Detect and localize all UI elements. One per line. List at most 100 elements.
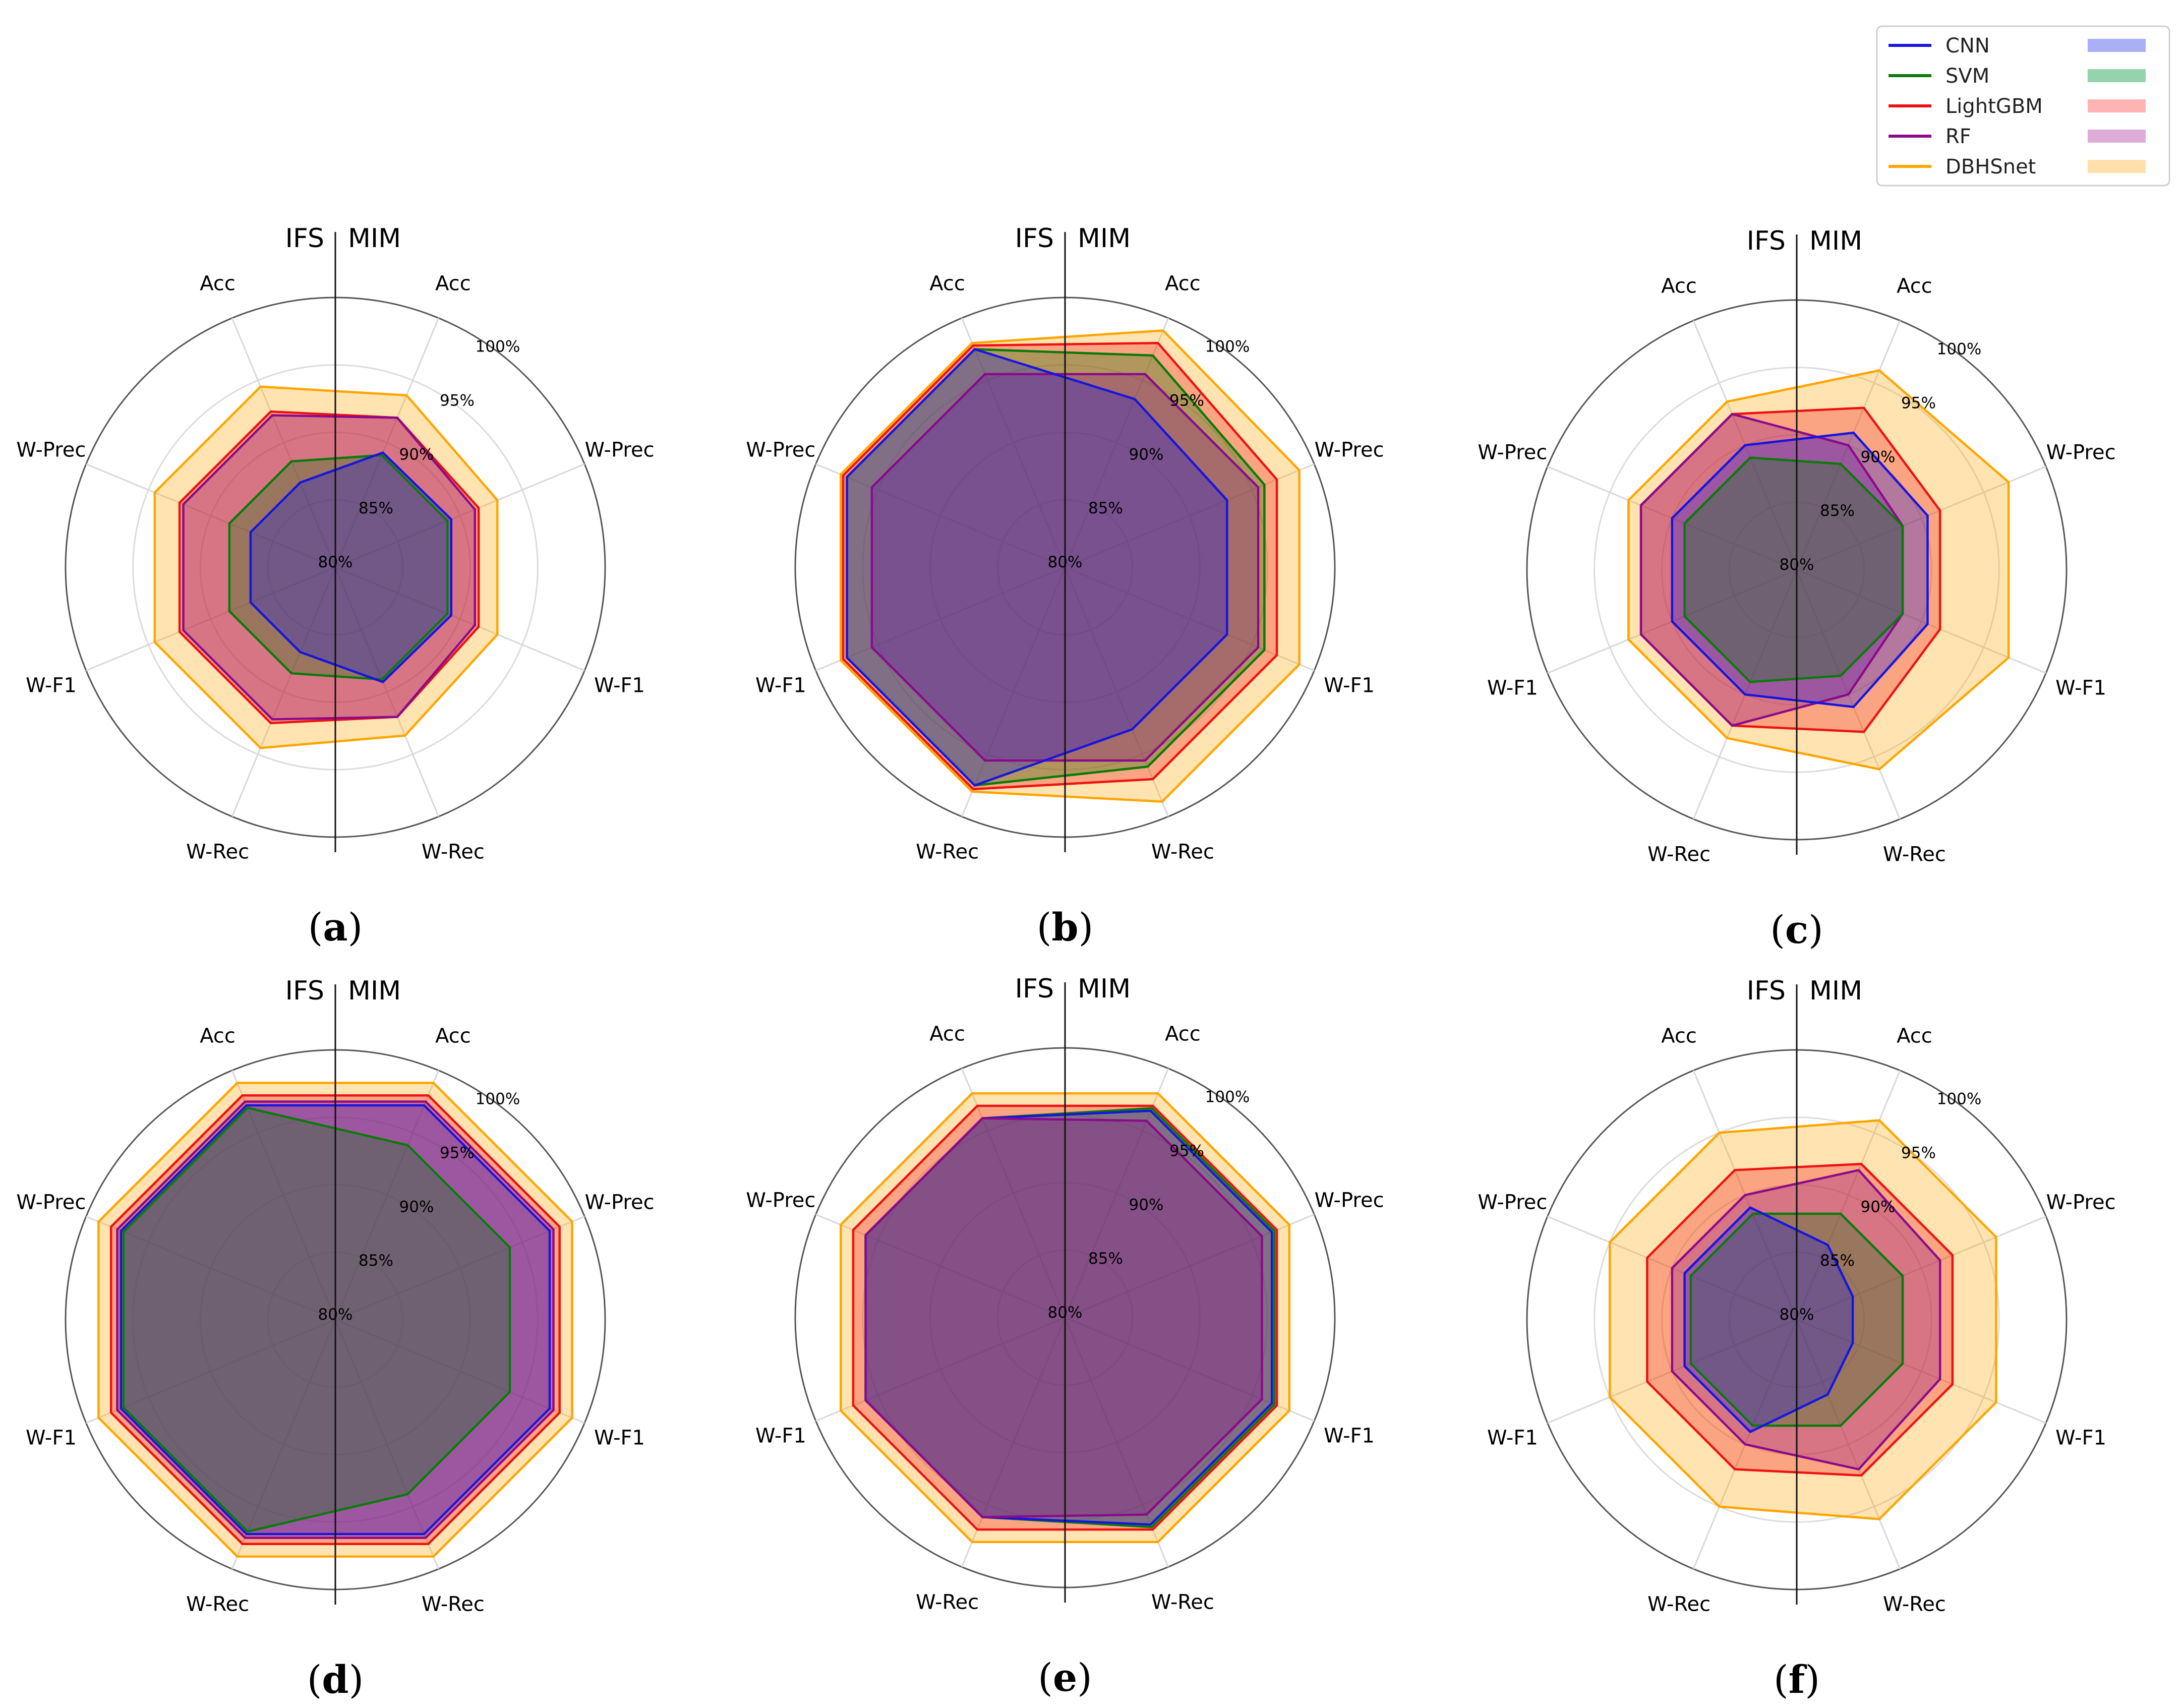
legend-label-cnn: CNN bbox=[1945, 34, 1990, 57]
series-fill-cnn bbox=[1672, 433, 1928, 707]
radial-tick-label: 80% bbox=[318, 1306, 353, 1324]
header-ifs-label: IFS bbox=[285, 223, 324, 254]
legend-label-dbhsnet: DBHSnet bbox=[1945, 155, 2036, 179]
spoke bbox=[335, 1215, 585, 1321]
panel-caption: (a) bbox=[308, 905, 363, 950]
axis-label: Acc bbox=[1165, 272, 1201, 295]
spoke bbox=[231, 1319, 336, 1569]
panel-caption-letter: c bbox=[1785, 907, 1808, 952]
series-fill-svm bbox=[229, 455, 448, 680]
radial-tick-label: 80% bbox=[1048, 553, 1083, 571]
axis-label: W-F1 bbox=[26, 674, 77, 697]
spoke bbox=[86, 566, 336, 672]
radar-panel-d: 80% 85% 90% 95% 100% Acc W-Prec W-F1 W-Rec W-Rec W… bbox=[16, 976, 654, 1702]
radial-tick-label: 80% bbox=[1780, 556, 1814, 574]
legend-label-lightgbm: LightGBM bbox=[1945, 95, 2043, 118]
radial-tick-label: 90% bbox=[1129, 445, 1164, 463]
spoke bbox=[1064, 567, 1169, 817]
radial-tick-label: 100% bbox=[1937, 340, 1982, 359]
axis-label: Acc bbox=[435, 272, 471, 295]
axis-label: Acc bbox=[200, 1024, 235, 1047]
spoke bbox=[335, 566, 585, 672]
series-fill-rf bbox=[183, 415, 475, 720]
axis-label: W-Prec bbox=[1315, 439, 1384, 462]
radial-tick-label: 85% bbox=[359, 1252, 393, 1270]
spoke bbox=[815, 1317, 1066, 1422]
radial-tick-label: 90% bbox=[1129, 1196, 1164, 1214]
series-fill-svm bbox=[847, 349, 1265, 786]
panel-caption: (d) bbox=[307, 1657, 364, 1702]
axis-label: W-Prec bbox=[1478, 1191, 1547, 1214]
radar-panel-c: 80% 85% 90% 95% 100% Acc W-Prec W-F1 W-Rec W-Rec W… bbox=[1478, 226, 2115, 952]
axis-label: W-F1 bbox=[755, 1424, 806, 1447]
header-mim-label: MIM bbox=[348, 976, 401, 1006]
spoke bbox=[1796, 1319, 2046, 1424]
radial-tick-label: 85% bbox=[1820, 502, 1855, 520]
axis-label: W-Rec bbox=[186, 841, 249, 864]
spoke bbox=[1064, 318, 1169, 568]
axis-label: W-Rec bbox=[1883, 1593, 1946, 1616]
axis-label: W-F1 bbox=[2055, 676, 2106, 699]
axis-label: Acc bbox=[1897, 274, 1932, 298]
axis-label: Acc bbox=[1165, 1022, 1201, 1045]
panel-caption-letter: b bbox=[1051, 905, 1078, 950]
axis-label: W-Prec bbox=[16, 1191, 86, 1214]
radar-panel-f: 80% 85% 90% 95% 100% Acc W-Prec W-F1 W-Rec W-Rec W… bbox=[1478, 976, 2115, 1702]
axis-label: W-Rec bbox=[1151, 841, 1214, 864]
series-fill-dbhsnet bbox=[154, 386, 498, 748]
axis-label: W-F1 bbox=[2055, 1426, 2106, 1449]
header-ifs-label: IFS bbox=[285, 976, 324, 1006]
spoke bbox=[334, 567, 440, 817]
panel-caption: (e) bbox=[1038, 1655, 1092, 1700]
axis-label: Acc bbox=[1897, 1024, 1932, 1047]
radial-tick-label: 90% bbox=[399, 1198, 434, 1216]
legend-swatch-svm bbox=[2088, 69, 2146, 82]
panel-caption-letter: d bbox=[322, 1657, 348, 1702]
series-fill-svm bbox=[1684, 457, 1903, 682]
radial-tick-label: 95% bbox=[1169, 392, 1204, 410]
spoke bbox=[1796, 1215, 2046, 1321]
spoke bbox=[961, 1317, 1066, 1567]
axis-label: W-Rec bbox=[916, 1591, 979, 1614]
spoke bbox=[334, 1319, 440, 1569]
header-mim-label: MIM bbox=[1078, 223, 1131, 254]
legend: CNN SVM LightGBM RF DBHSnet bbox=[1876, 25, 2170, 187]
axis-label: W-F1 bbox=[1324, 674, 1375, 697]
axis-label: W-Prec bbox=[585, 1191, 655, 1214]
series-fill-dbhsnet bbox=[1628, 370, 2009, 770]
axis-label: W-Prec bbox=[1478, 441, 1547, 464]
radar-panel-e: 80% 85% 90% 95% 100% Acc W-Prec W-F1 W-Rec W-Rec W… bbox=[746, 974, 1384, 1700]
axis-label: Acc bbox=[200, 272, 235, 295]
axis-label: Acc bbox=[1661, 274, 1697, 298]
axis-label: W-F1 bbox=[1487, 1426, 1538, 1449]
legend-swatch-rf bbox=[2088, 130, 2146, 143]
series-fill-lightgbm bbox=[843, 343, 1277, 789]
radial-tick-label: 95% bbox=[1901, 1144, 1936, 1162]
radar-panel-b: 80% 85% 90% 95% 100% Acc W-Prec W-F1 W-Rec W-Rec W… bbox=[746, 223, 1384, 950]
axis-label: Acc bbox=[435, 1024, 471, 1047]
header-ifs-label: IFS bbox=[1015, 223, 1054, 254]
spoke bbox=[815, 463, 1066, 568]
header-ifs-label: IFS bbox=[1015, 974, 1054, 1004]
axis-label: W-Rec bbox=[1151, 1591, 1214, 1614]
series-fill-cnn bbox=[865, 1110, 1272, 1525]
spoke bbox=[86, 1319, 336, 1424]
axis-label: W-F1 bbox=[26, 1426, 77, 1449]
panel-caption: (b) bbox=[1037, 905, 1093, 950]
axis-label: W-Prec bbox=[746, 439, 815, 462]
axis-label: W-Rec bbox=[422, 841, 485, 864]
panel-caption: (c) bbox=[1770, 907, 1823, 952]
radial-tick-label: 100% bbox=[1205, 1088, 1250, 1106]
legend-swatch-lightgbm bbox=[2088, 99, 2146, 112]
axis-label: W-Rec bbox=[1647, 1593, 1710, 1616]
spoke bbox=[1796, 465, 2046, 571]
spoke bbox=[1796, 1319, 1901, 1569]
radial-tick-label: 100% bbox=[476, 1090, 520, 1108]
axis-label: W-F1 bbox=[1487, 676, 1538, 699]
spoke bbox=[1065, 566, 1315, 672]
spoke bbox=[231, 318, 336, 568]
axis-label: W-Rec bbox=[916, 841, 979, 864]
spoke bbox=[961, 318, 1066, 568]
header-mim-label: MIM bbox=[348, 223, 401, 254]
axis-label: W-Rec bbox=[186, 1593, 249, 1616]
